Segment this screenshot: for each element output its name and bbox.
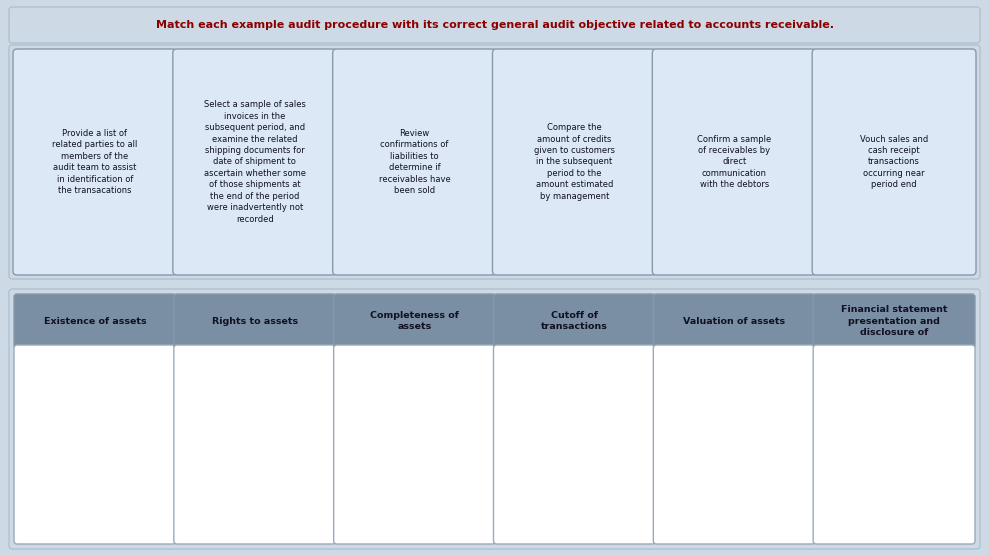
Text: Rights to assets: Rights to assets bbox=[212, 316, 298, 325]
FancyBboxPatch shape bbox=[812, 49, 976, 275]
FancyBboxPatch shape bbox=[333, 294, 495, 348]
FancyBboxPatch shape bbox=[653, 49, 816, 275]
Text: Cutoff of
transactions: Cutoff of transactions bbox=[541, 311, 608, 331]
FancyBboxPatch shape bbox=[813, 294, 975, 348]
Text: Completeness of
assets: Completeness of assets bbox=[370, 311, 459, 331]
FancyBboxPatch shape bbox=[654, 294, 815, 348]
FancyBboxPatch shape bbox=[174, 345, 335, 544]
FancyBboxPatch shape bbox=[494, 294, 656, 348]
Text: Review
confirmations of
liabilities to
determine if
receivables have
been sold: Review confirmations of liabilities to d… bbox=[379, 129, 450, 195]
FancyBboxPatch shape bbox=[14, 294, 176, 348]
Text: Confirm a sample
of receivables by
direct
communication
with the debtors: Confirm a sample of receivables by direc… bbox=[697, 135, 771, 190]
FancyBboxPatch shape bbox=[494, 345, 656, 544]
FancyBboxPatch shape bbox=[9, 289, 980, 549]
FancyBboxPatch shape bbox=[813, 345, 975, 544]
Text: Vouch sales and
cash receipt
transactions
occurring near
period end: Vouch sales and cash receipt transaction… bbox=[860, 135, 929, 190]
Text: Provide a list of
related parties to all
members of the
audit team to assist
in : Provide a list of related parties to all… bbox=[52, 129, 137, 195]
FancyBboxPatch shape bbox=[14, 345, 176, 544]
Text: Compare the
amount of credits
given to customers
in the subsequent
period to the: Compare the amount of credits given to c… bbox=[534, 123, 615, 201]
Text: Select a sample of sales
invoices in the
subsequent period, and
examine the rela: Select a sample of sales invoices in the… bbox=[204, 100, 306, 224]
FancyBboxPatch shape bbox=[9, 7, 980, 43]
FancyBboxPatch shape bbox=[332, 49, 496, 275]
FancyBboxPatch shape bbox=[13, 49, 177, 275]
FancyBboxPatch shape bbox=[174, 294, 335, 348]
FancyBboxPatch shape bbox=[173, 49, 336, 275]
FancyBboxPatch shape bbox=[493, 49, 657, 275]
FancyBboxPatch shape bbox=[654, 345, 815, 544]
FancyBboxPatch shape bbox=[9, 45, 980, 279]
FancyBboxPatch shape bbox=[333, 345, 495, 544]
Text: Existence of assets: Existence of assets bbox=[44, 316, 146, 325]
Text: Valuation of assets: Valuation of assets bbox=[683, 316, 785, 325]
Text: Financial statement
presentation and
disclosure of: Financial statement presentation and dis… bbox=[841, 305, 947, 336]
Text: Match each example audit procedure with its correct general audit objective rela: Match each example audit procedure with … bbox=[155, 20, 834, 30]
